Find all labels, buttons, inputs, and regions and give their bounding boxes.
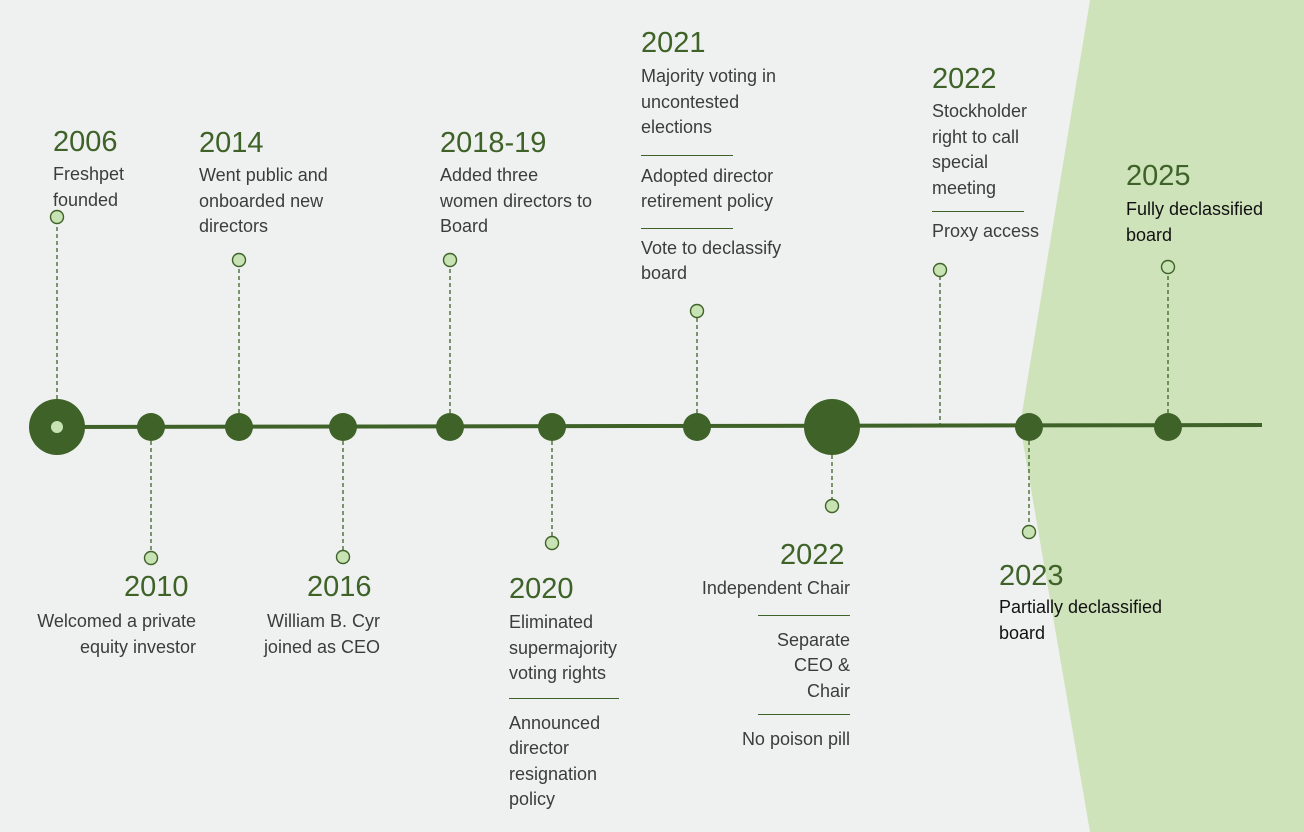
milestone-item: Vote to declassify board	[641, 237, 782, 284]
milestone-text-2021: Majority voting in uncontested elections…	[641, 64, 811, 287]
milestone-item: Welcomed a private equity investor	[37, 611, 196, 657]
milestone-item: Adopted director retirement policy	[641, 165, 774, 212]
marker-2021-dot	[683, 413, 711, 441]
marker-2014-dot	[225, 413, 253, 441]
milestone-year-2010: 2010	[124, 571, 189, 603]
milestone-text-2014: Went public and onboarded new directors	[199, 163, 344, 240]
milestone-separator	[641, 227, 733, 229]
milestone-year-2018-19: 2018-19	[440, 127, 547, 159]
milestone-item: Eliminated supermajority voting rights	[509, 612, 618, 683]
milestone-year-2023: 2023	[999, 560, 1064, 592]
marker-2025-endpoint	[1160, 259, 1176, 275]
milestone-text-2010: Welcomed a private equity investor	[16, 609, 196, 660]
milestone-year-2014: 2014	[199, 127, 264, 159]
milestone-item: Majority voting in uncontested elections	[641, 66, 777, 137]
marker-2018-19-dot	[436, 413, 464, 441]
milestone-item: Freshpet founded	[53, 164, 125, 210]
marker-2020-endpoint	[544, 535, 560, 551]
milestone-item: Announced director resignation policy	[509, 712, 601, 810]
marker-2006-center	[51, 421, 63, 433]
milestone-text-2020: Eliminated supermajority voting rights A…	[509, 610, 619, 813]
marker-2025-dot	[1154, 413, 1182, 441]
marker-2010-dot	[137, 413, 165, 441]
marker-2006-endpoint	[49, 209, 65, 225]
milestone-text-2022-rights: Stockholder right to call special meetin…	[932, 99, 1050, 245]
milestone-item: Went public and onboarded new directors	[199, 165, 328, 236]
milestone-text-2022-governance: Independent Chair Separate CEO & Chair N…	[680, 576, 850, 753]
marker-2022-governance-endpoint	[824, 498, 840, 514]
marker-2016-dot	[329, 413, 357, 441]
milestone-year-2006: 2006	[53, 126, 118, 158]
marker-2022-rights-endpoint	[932, 262, 948, 278]
marker-2014-endpoint	[231, 252, 247, 268]
marker-2023-dot	[1015, 413, 1043, 441]
milestone-year-2021: 2021	[641, 27, 706, 59]
milestone-text-2018-19: Added three women directors to Board	[440, 163, 600, 240]
milestone-item: No poison pill	[741, 729, 850, 749]
milestone-year-2025: 2025	[1126, 160, 1191, 192]
milestone-separator	[641, 154, 733, 156]
milestone-year-2022-rights: 2022	[932, 63, 997, 95]
marker-2021-endpoint	[689, 303, 705, 319]
milestone-item: Independent Chair	[701, 578, 850, 598]
marker-2016-endpoint	[335, 549, 351, 565]
marker-2018-19-endpoint	[442, 252, 458, 268]
milestone-text-2016: William B. Cyr joined as CEO	[250, 609, 380, 660]
milestone-item: Partially declassified board	[999, 597, 1163, 643]
marker-2010-endpoint	[143, 550, 159, 566]
milestone-item: Stockholder right to call special meetin…	[932, 101, 1028, 198]
marker-2023-endpoint	[1021, 524, 1037, 540]
milestone-item: William B. Cyr joined as CEO	[263, 611, 380, 657]
milestone-text-2025: Fully declassified board	[1126, 197, 1286, 248]
milestone-item: Fully declassified board	[1126, 199, 1264, 245]
milestone-text-2006: Freshpet founded	[53, 162, 163, 213]
milestone-separator	[932, 211, 1024, 212]
milestone-year-2016: 2016	[307, 571, 372, 603]
milestone-item: Proxy access	[932, 221, 1040, 241]
milestone-separator	[758, 614, 850, 616]
milestone-text-2023: Partially declassified board	[999, 595, 1189, 646]
marker-2020-dot	[538, 413, 566, 441]
milestone-item: Added three women directors to Board	[440, 165, 593, 236]
timeline-axis	[55, 423, 1263, 429]
milestone-year-2022-governance: 2022	[780, 539, 845, 571]
milestone-year-2020: 2020	[509, 573, 574, 605]
milestone-separator	[509, 697, 619, 699]
milestone-separator	[758, 714, 850, 715]
marker-2022-governance-dot	[804, 399, 860, 455]
milestone-item: Separate CEO & Chair	[776, 629, 850, 701]
